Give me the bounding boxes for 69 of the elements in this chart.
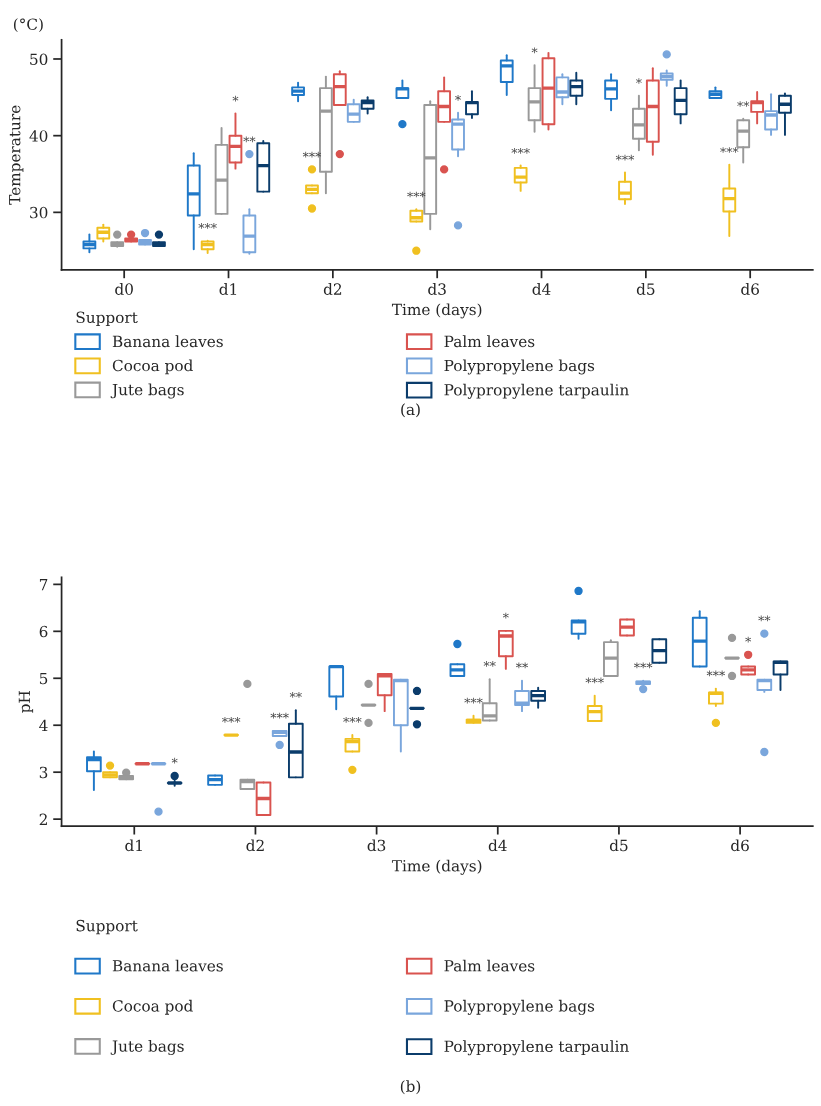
legend-label: Polypropylene tarpaulin bbox=[444, 1040, 629, 1056]
y-tick-label: 30 bbox=[30, 206, 48, 219]
text: *** bbox=[222, 717, 241, 723]
y-tick-label: 7 bbox=[39, 579, 48, 591]
text: ** bbox=[737, 101, 750, 107]
y-axis-title: pH bbox=[18, 691, 34, 713]
legend-label: Polypropylene bags bbox=[444, 999, 595, 1015]
x-tick-label: d5 bbox=[609, 839, 628, 852]
text: * bbox=[232, 95, 239, 102]
text: ** bbox=[483, 661, 496, 667]
x-tick-label: d4 bbox=[488, 839, 507, 852]
text: ** bbox=[289, 692, 302, 698]
text: ** bbox=[515, 662, 529, 669]
text: ** bbox=[243, 136, 256, 143]
legend-label: Jute bags bbox=[110, 1040, 184, 1056]
text: *** bbox=[302, 151, 322, 158]
text: (°C) bbox=[13, 18, 43, 33]
y-tick-label: 3 bbox=[39, 766, 48, 779]
text: * bbox=[502, 612, 509, 619]
x-tick-label: d2 bbox=[323, 283, 342, 295]
text: * bbox=[171, 757, 178, 764]
y-axis-title: Temperature bbox=[9, 105, 24, 205]
text: * bbox=[745, 636, 752, 643]
text: *** bbox=[706, 670, 726, 677]
text: * bbox=[635, 78, 642, 84]
legend-title: Support bbox=[76, 919, 138, 935]
x-tick-label: d6 bbox=[741, 283, 759, 295]
legend-title: Support bbox=[76, 311, 138, 327]
x-tick-label: d3 bbox=[428, 283, 446, 295]
x-tick-label: d1 bbox=[125, 839, 142, 852]
text: *** bbox=[464, 697, 483, 704]
legend-label: Palm leaves bbox=[444, 335, 535, 348]
y-tick-label: 4 bbox=[39, 719, 48, 732]
text: *** bbox=[270, 712, 289, 719]
y-tick-label: 40 bbox=[29, 130, 48, 142]
legend-label: Jute bags bbox=[110, 383, 184, 399]
legend-label: Cocoa pod bbox=[112, 999, 193, 1015]
legend-label: Cocoa pod bbox=[112, 359, 193, 375]
legend-label: Banana leaves bbox=[112, 959, 223, 972]
text: (a) bbox=[401, 403, 420, 418]
x-axis-title: Time (days) bbox=[391, 303, 482, 319]
legend-label: Banana leaves bbox=[112, 335, 223, 348]
text: * bbox=[531, 47, 538, 54]
y-tick-label: 6 bbox=[39, 625, 48, 638]
legend-label: Palm leaves bbox=[444, 959, 535, 972]
x-tick-label: d6 bbox=[731, 839, 749, 852]
x-tick-label: d0 bbox=[115, 283, 133, 295]
text: *** bbox=[343, 717, 362, 723]
text: *** bbox=[615, 154, 635, 161]
x-tick-label: d3 bbox=[367, 839, 386, 852]
y-tick-label: 50 bbox=[30, 53, 48, 66]
text: ** bbox=[758, 615, 771, 622]
legend-label: Polypropylene bags bbox=[444, 359, 595, 375]
text: *** bbox=[585, 677, 604, 684]
text: *** bbox=[511, 147, 530, 154]
y-tick-label: 2 bbox=[39, 813, 47, 825]
legend-label: Polypropylene tarpaulin bbox=[444, 383, 629, 399]
text: * bbox=[455, 95, 461, 101]
x-tick-label: d4 bbox=[532, 283, 551, 295]
x-tick-label: d1 bbox=[219, 283, 237, 295]
text: *** bbox=[633, 662, 653, 669]
x-tick-label: d2 bbox=[246, 839, 264, 852]
x-tick-label: d5 bbox=[636, 283, 655, 295]
text: *** bbox=[198, 223, 217, 229]
y-tick-label: 5 bbox=[39, 672, 48, 685]
text: (b) bbox=[400, 1080, 421, 1095]
text: *** bbox=[720, 147, 739, 153]
text: *** bbox=[407, 191, 426, 198]
x-axis-title: Time (days) bbox=[391, 859, 482, 875]
